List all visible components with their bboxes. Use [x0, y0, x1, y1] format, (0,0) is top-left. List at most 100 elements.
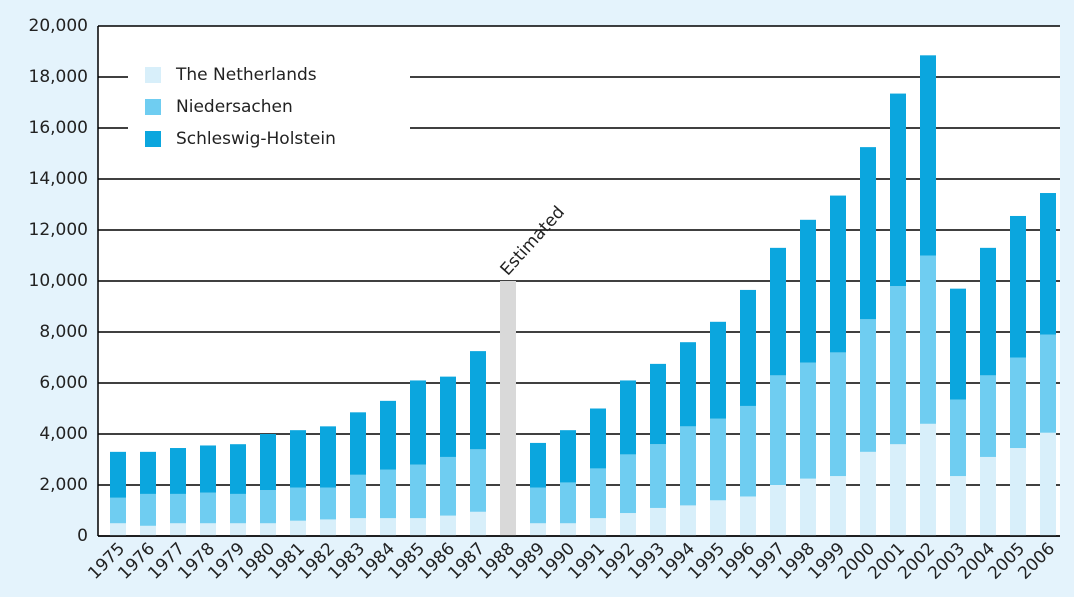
bar-segment: [260, 523, 276, 536]
legend-swatch: [145, 131, 161, 147]
bar-segment: [590, 408, 606, 469]
bar-segment: [260, 434, 276, 491]
bar-segment: [950, 399, 966, 477]
bar-segment: [920, 255, 936, 424]
bar-segment: [410, 380, 426, 465]
bar-segment: [200, 445, 216, 493]
bar-segment: [560, 482, 576, 524]
legend-label: Niedersachen: [176, 97, 293, 117]
legend-box: [128, 58, 410, 160]
bar-segment: [650, 444, 666, 508]
bar-segment: [770, 485, 786, 536]
bar-segment: [530, 523, 546, 536]
bar-segment: [170, 448, 186, 494]
bar-segment: [560, 523, 576, 536]
bar-segment: [530, 442, 546, 488]
bar-segment: [440, 376, 456, 457]
bar-segment: [800, 362, 816, 479]
bar-segment: [890, 286, 906, 445]
bar-segment: [590, 518, 606, 536]
bar-segment: [440, 456, 456, 516]
legend-label: The Netherlands: [175, 65, 317, 85]
bar-segment: [380, 469, 396, 519]
bar-segment: [860, 319, 876, 452]
bar-segment: [680, 426, 696, 506]
bar-segment: [470, 351, 486, 450]
estimated-bar: [500, 281, 516, 536]
legend-label: Schleswig-Holstein: [176, 129, 336, 149]
bar-segment: [230, 493, 246, 524]
bar-segment: [680, 342, 696, 427]
bar-segment: [950, 476, 966, 536]
bar-segment: [350, 412, 366, 475]
bar-segment: [770, 247, 786, 376]
y-tick-label: 8,000: [39, 322, 88, 342]
legend-swatch: [145, 99, 161, 115]
bar-segment: [470, 449, 486, 512]
y-tick-label: 2,000: [39, 475, 88, 495]
bar-segment: [1010, 448, 1026, 536]
bar-segment: [1010, 215, 1026, 358]
bar-segment: [140, 493, 156, 526]
bar-segment: [710, 418, 726, 501]
y-tick-label: 12,000: [29, 220, 88, 240]
bar-segment: [350, 518, 366, 536]
legend-swatch: [145, 67, 161, 83]
bar-segment: [140, 525, 156, 536]
y-tick-label: 6,000: [39, 373, 88, 393]
bar-segment: [740, 405, 756, 497]
y-tick-label: 4,000: [39, 424, 88, 444]
bar-segment: [980, 375, 996, 457]
bar-segment: [320, 487, 336, 520]
y-tick-label: 20,000: [29, 16, 88, 36]
bar-segment: [1040, 334, 1056, 433]
bar-segment: [170, 523, 186, 536]
bar-segment: [680, 505, 696, 536]
bar-segment: [110, 523, 126, 536]
bar-segment: [620, 513, 636, 536]
bar-segment: [290, 487, 306, 521]
bar-segment: [470, 511, 486, 536]
bar-segment: [710, 321, 726, 419]
bar-segment: [860, 147, 876, 320]
bar-segment: [530, 487, 546, 524]
bar-segment: [560, 430, 576, 483]
bar-segment: [1040, 432, 1056, 536]
bar-segment: [620, 380, 636, 455]
y-tick-label: 18,000: [29, 67, 88, 87]
bar-segment: [200, 492, 216, 524]
bar-segment: [920, 423, 936, 536]
bar-segment: [1040, 193, 1056, 335]
bar-segment: [740, 496, 756, 536]
bar-segment: [650, 363, 666, 445]
bar-segment: [260, 490, 276, 524]
bar-segment: [860, 451, 876, 536]
bar-segment: [320, 519, 336, 536]
bar-segment: [410, 464, 426, 519]
bar-segment: [650, 507, 666, 536]
bar-segment: [110, 451, 126, 498]
bar-segment: [590, 468, 606, 519]
bar-segment: [170, 493, 186, 524]
bar-segment: [740, 289, 756, 406]
bar-segment: [290, 520, 306, 536]
y-tick-label: 0: [77, 526, 88, 546]
bar-segment: [830, 195, 846, 353]
y-tick-label: 16,000: [29, 118, 88, 138]
bar-segment: [770, 375, 786, 485]
bar-segment: [290, 430, 306, 488]
bar-segment: [410, 518, 426, 536]
bar-segment: [980, 247, 996, 376]
bar-segment: [800, 219, 816, 363]
bar-segment: [980, 456, 996, 536]
bar-segment: [800, 478, 816, 536]
y-tick-label: 14,000: [29, 169, 88, 189]
bar-segment: [380, 518, 396, 536]
y-tick-label: 10,000: [29, 271, 88, 291]
bar-segment: [380, 400, 396, 470]
bar-segment: [710, 500, 726, 536]
bar-segment: [350, 474, 366, 519]
bar-segment: [890, 93, 906, 287]
bar-segment: [200, 523, 216, 536]
bar-segment: [230, 444, 246, 494]
